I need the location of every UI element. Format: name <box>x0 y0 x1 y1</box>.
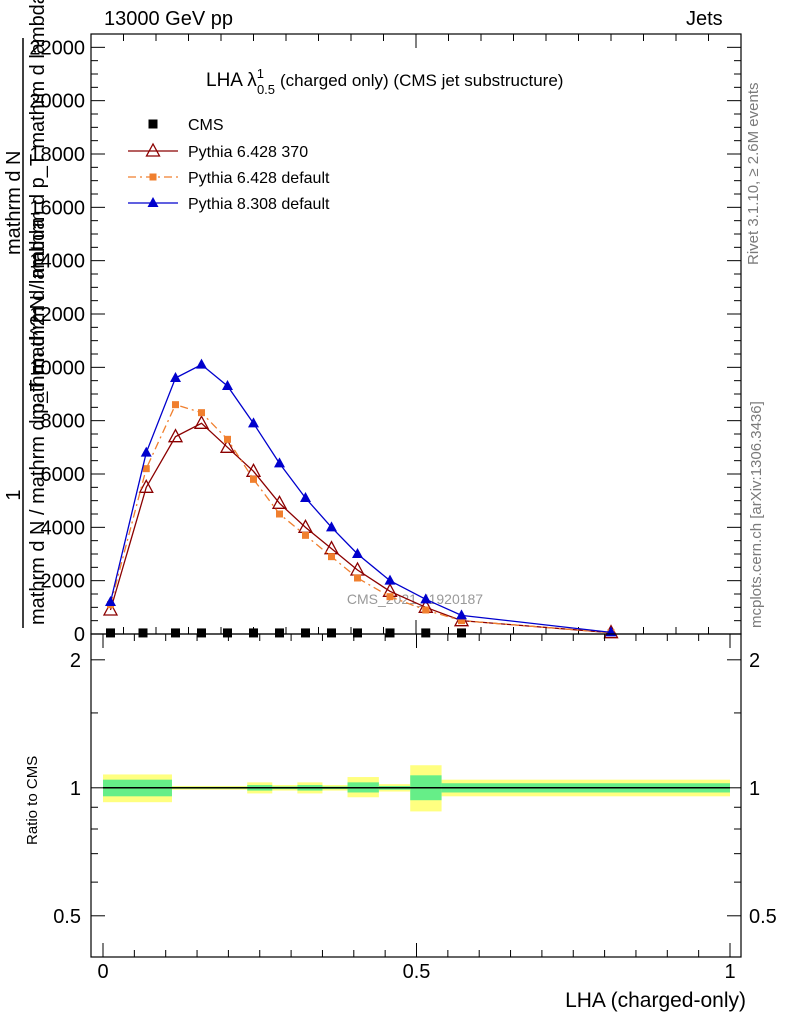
data-point-2 <box>354 574 361 582</box>
legend-marker-1 <box>145 142 161 157</box>
energy-label: 13000 GeV pp <box>104 8 233 30</box>
main-ytick-label: 16000 <box>29 197 85 219</box>
data-point-0 <box>106 628 115 638</box>
ratio-ylabel: Ratio to CMS <box>24 756 41 845</box>
data-point-0 <box>353 628 362 638</box>
data-point-0 <box>275 628 284 638</box>
ratio-ytick-label-right: 2 <box>749 650 760 672</box>
ratio-ytick-label-right: 1 <box>749 778 760 800</box>
main-ytick-label: 4000 <box>41 517 86 539</box>
process-label: Jets <box>686 8 723 30</box>
data-point-3 <box>456 609 467 620</box>
main-ytick-label: 18000 <box>29 144 85 166</box>
data-point-3 <box>248 417 259 428</box>
legend-marker-0 <box>148 119 158 129</box>
main-ytick-label: 12000 <box>29 304 85 326</box>
legend-label-2: Pythia 6.428 default <box>188 170 330 187</box>
data-point-0 <box>327 628 336 638</box>
series-line-1 <box>109 422 612 634</box>
ratio-ytick-label: 2 <box>70 650 81 672</box>
data-point-0 <box>197 628 206 638</box>
series-line-2 <box>109 403 612 634</box>
main-ytick-label: 8000 <box>41 411 86 433</box>
ratio-ytick-label: 1 <box>70 778 81 800</box>
main-ytick-label: 20000 <box>29 91 85 113</box>
data-point-0 <box>138 628 148 638</box>
data-point-3 <box>420 593 432 604</box>
data-point-2 <box>198 409 205 417</box>
watermark: CMS_2021_I1920187 <box>347 591 483 607</box>
data-point-1 <box>102 601 119 616</box>
data-point-2 <box>328 553 335 561</box>
data-point-3 <box>105 596 116 606</box>
series-line-3 <box>109 363 612 634</box>
data-point-2 <box>386 593 394 601</box>
data-point-3 <box>170 372 181 382</box>
main-ytick-label: 22000 <box>29 37 85 59</box>
main-ytick-label: 14000 <box>29 251 85 273</box>
chart-title: LHA λ1 0.5 (charged only) (CMS jet substru… <box>206 66 563 97</box>
legend-label-0: CMS <box>188 117 224 134</box>
ylabel-line-4: mathrm d N <box>3 151 25 255</box>
data-point-1 <box>271 494 288 509</box>
mcplots-label: mcplots.cern.ch [arXiv:1306.3436] <box>748 401 765 628</box>
main-ytick-label: 6000 <box>41 464 86 486</box>
x-axis-label: LHA (charged-only) <box>565 989 746 1012</box>
data-point-3 <box>384 574 396 585</box>
legend-label-3: Pythia 8.308 default <box>188 196 330 213</box>
main-ytick-label: 10000 <box>29 357 85 379</box>
data-point-3 <box>274 457 285 468</box>
data-point-3 <box>140 446 152 457</box>
data-point-0 <box>249 628 258 638</box>
rivet-label: Rivet 3.1.10, ≥ 2.6M events <box>745 82 762 266</box>
ratio-xtick-label: 0 <box>97 961 108 983</box>
data-point-2 <box>458 617 465 625</box>
data-point-2 <box>172 401 179 409</box>
data-point-1 <box>167 428 184 443</box>
ratio-ytick-label: 0.5 <box>53 906 81 928</box>
ratio-xtick-label: 0.5 <box>403 961 431 983</box>
data-point-0 <box>223 628 232 638</box>
ratio-ytick-label-right: 0.5 <box>749 906 777 928</box>
data-point-3 <box>352 548 363 558</box>
main-ytick-label: 2000 <box>41 571 86 593</box>
data-point-0 <box>171 628 180 638</box>
legend-marker-3 <box>147 197 159 207</box>
ylabel-line-3: mathrm d^2 N / mathrm d p_T mathrm d lam… <box>27 0 49 420</box>
legend-marker-2 <box>149 173 157 181</box>
data-point-0 <box>421 628 431 638</box>
data-point-3 <box>222 380 233 390</box>
data-point-3 <box>196 358 207 369</box>
data-point-0 <box>457 628 466 638</box>
data-point-0 <box>301 628 310 638</box>
legend-label-1: Pythia 6.428 370 <box>188 144 308 161</box>
ylabel-line-1: 1 <box>3 489 25 500</box>
data-point-2 <box>422 606 430 614</box>
data-point-1 <box>219 438 236 453</box>
data-point-2 <box>276 510 283 518</box>
ratio-xtick-label: 1 <box>724 961 735 983</box>
data-point-3 <box>300 492 311 502</box>
data-point-1 <box>193 414 210 429</box>
data-point-1 <box>245 462 262 477</box>
data-point-2 <box>250 475 257 483</box>
data-point-2 <box>224 435 231 443</box>
data-point-2 <box>142 465 150 473</box>
data-point-2 <box>302 531 309 539</box>
data-point-3 <box>326 521 337 532</box>
ylabel-line-2: mathrm d N / mathrm d p_T mathrm d lambd… <box>27 218 49 625</box>
data-point-0 <box>385 628 395 638</box>
main-ytick-label: 0 <box>74 624 85 646</box>
data-point-1 <box>138 478 154 493</box>
